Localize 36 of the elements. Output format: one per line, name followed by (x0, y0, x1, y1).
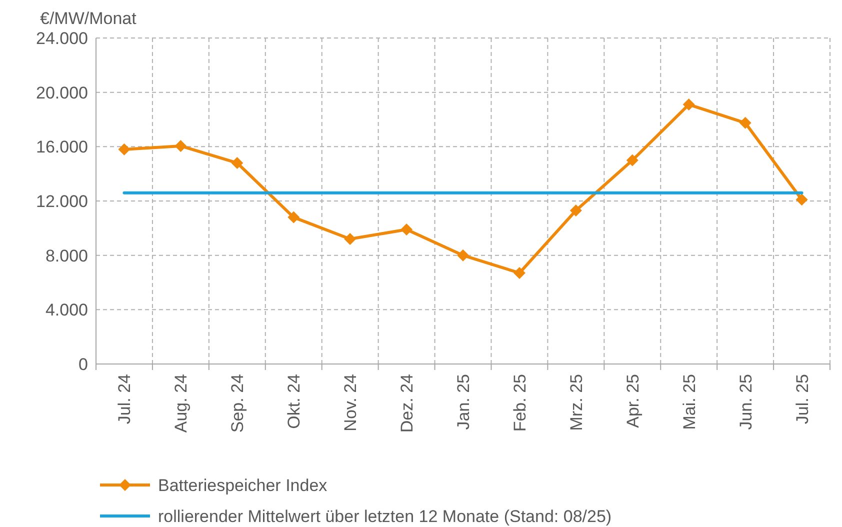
x-tick-label: Jan. 25 (454, 374, 473, 430)
point (457, 249, 469, 262)
y-tick-label: 16.000 (36, 138, 88, 157)
point (626, 154, 638, 166)
point (174, 140, 187, 152)
point (682, 98, 695, 111)
y-tick-label: 0 (78, 354, 88, 374)
y-tick-label: 4.000 (45, 300, 88, 320)
legend-label: Batteriespeicher Index (158, 476, 328, 495)
point (118, 143, 130, 156)
x-tick-label: Sep. 24 (228, 374, 248, 433)
point (513, 266, 526, 279)
y-tick-label: 24.000 (36, 28, 88, 48)
x-tick-label: Mrz. 25 (566, 374, 586, 431)
x-tick-label: Nov. 24 (341, 374, 360, 432)
point (400, 224, 413, 236)
y-tick-label: 12.000 (36, 192, 88, 211)
x-tick-label: Jun. 25 (736, 374, 756, 430)
x-tick-label: Jul. 24 (115, 374, 134, 424)
x-tick-label: Dez. 24 (398, 374, 417, 433)
x-tick-label: Okt. 24 (284, 374, 304, 429)
x-tick-label: Jul. 25 (792, 374, 812, 424)
legend-label: rollierender Mittelwert über letzten 12 Monate (Stand: 08/25) (158, 507, 612, 526)
point (344, 233, 356, 246)
point (570, 204, 582, 217)
x-tick-label: Aug. 24 (172, 374, 191, 433)
point (739, 116, 752, 129)
y-axis-title: €/MW/Monat (40, 9, 137, 28)
x-tick-label: Mai. 25 (680, 374, 699, 430)
x-tick-label: Apr. 25 (623, 374, 642, 428)
x-tick-label: Feb. 25 (510, 374, 530, 432)
point (288, 211, 300, 224)
point (231, 156, 244, 169)
y-tick-label: 8.000 (45, 246, 88, 266)
point (796, 194, 808, 206)
y-tick-label: 20.000 (36, 83, 88, 102)
